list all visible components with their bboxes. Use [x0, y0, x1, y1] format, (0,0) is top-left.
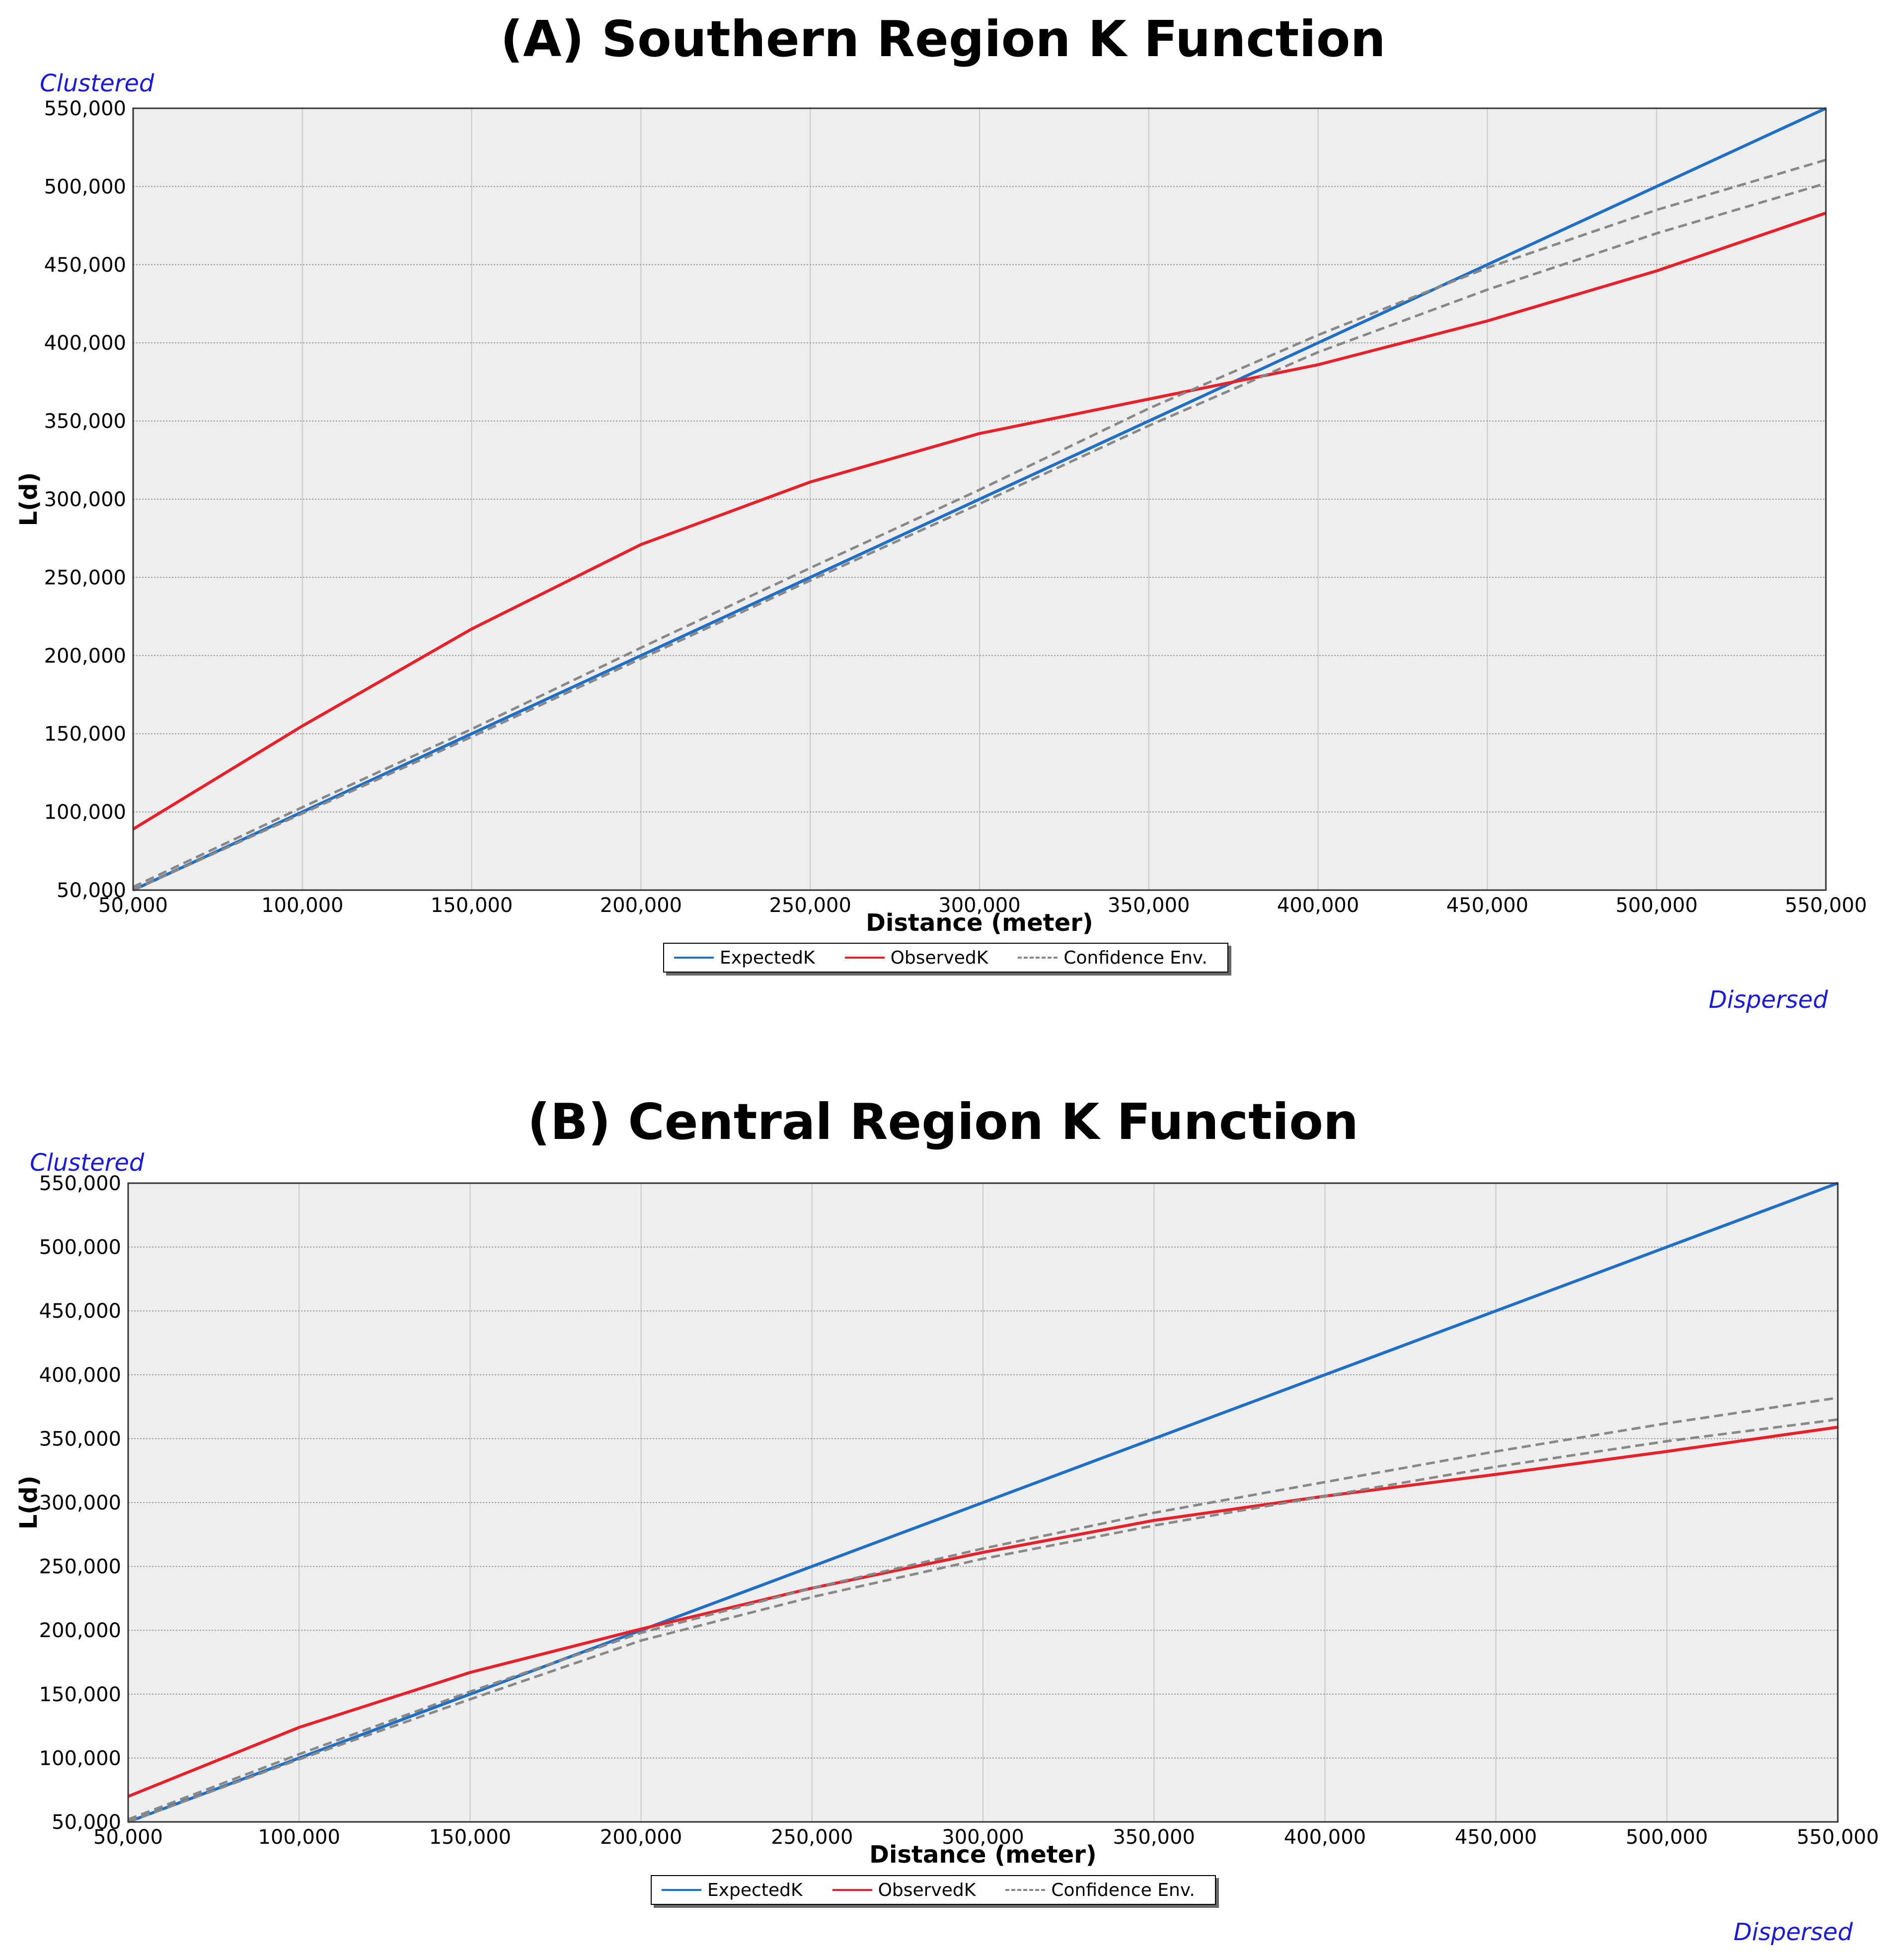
k-function-plot: 50,000 100,000 150,000 200,000 250,000 300,00…	[15, 97, 1867, 937]
legend-item: ExpectedK	[674, 948, 815, 968]
y-tick-label: 450,000	[39, 1300, 121, 1323]
clustered-label: Clustered	[40, 70, 154, 97]
plot-frame	[127, 1182, 1839, 1823]
y-tick-label: 350,000	[44, 410, 126, 433]
y-tick-label: 100,000	[39, 1747, 121, 1770]
legend-swatch	[674, 957, 714, 959]
y-tick-label: 150,000	[39, 1683, 121, 1706]
confidence-env-lower-line	[132, 182, 1826, 892]
legend-item: ObservedK	[832, 1880, 976, 1900]
y-tick-label: 500,000	[44, 175, 126, 198]
x-tick-label: 50,000	[93, 1826, 163, 1849]
legend-label: ObservedK	[890, 947, 988, 968]
x-tick-label: 450,000	[1446, 894, 1528, 917]
x-tick-label: 500,000	[1626, 1826, 1708, 1849]
confidence-env-upper-line	[132, 158, 1826, 888]
x-tick-label: 150,000	[431, 894, 513, 917]
expected-k-line	[132, 107, 1827, 892]
legend-label: Confidence Env.	[1063, 947, 1207, 968]
legend-item: Confidence Env.	[1005, 1880, 1195, 1900]
dispersed-label: Dispersed	[1709, 986, 1828, 1014]
x-tick-label: 400,000	[1277, 894, 1359, 917]
y-tick-label: 250,000	[44, 566, 126, 589]
chart-panel-b: (B) Central Region K Function Clustered …	[0, 1083, 1886, 1957]
plot-frame	[132, 107, 1827, 891]
legend-item: Confidence Env.	[1018, 948, 1207, 968]
x-tick-label: 250,000	[769, 894, 851, 917]
x-axis-label: Distance (meter)	[866, 909, 1093, 937]
y-tick-label: 300,000	[44, 488, 126, 511]
y-tick-label: 200,000	[39, 1619, 121, 1642]
legend-label: ExpectedK	[720, 947, 815, 968]
x-tick-label: 100,000	[258, 1826, 340, 1849]
x-tick-label: 350,000	[1113, 1826, 1195, 1849]
y-tick-label: 500,000	[39, 1236, 121, 1259]
y-axis-label: L(d)	[15, 1476, 43, 1530]
observed-k-line	[127, 1426, 1838, 1798]
chart-title: (A) Southern Region K Function	[500, 10, 1386, 68]
x-tick-label: 400,000	[1284, 1826, 1366, 1849]
legend-item: ExpectedK	[662, 1880, 803, 1900]
dispersed-label: Dispersed	[1734, 1918, 1853, 1946]
legend-item: ObservedK	[844, 947, 988, 968]
x-tick-label: 550,000	[1785, 894, 1867, 917]
clustered-label: Clustered	[30, 1149, 145, 1177]
x-tick-label: 300,000	[942, 1826, 1024, 1849]
y-tick-label: 550,000	[39, 1172, 121, 1195]
observed-k-line	[132, 212, 1826, 830]
legend-label: Confidence Env.	[1051, 1880, 1195, 1900]
x-tick-label: 150,000	[429, 1826, 511, 1849]
legend-swatch	[832, 1889, 872, 1891]
x-tick-label: 200,000	[600, 1826, 682, 1849]
y-tick-label: 350,000	[39, 1428, 121, 1450]
x-axis-label: Distance (meter)	[869, 1841, 1097, 1869]
x-tick-label: 100,000	[261, 894, 343, 917]
y-tick-label: 50,000	[52, 1811, 121, 1834]
x-tick-label: 450,000	[1455, 1826, 1537, 1849]
legend-label: ExpectedK	[707, 1880, 803, 1900]
confidence-env-upper-line	[128, 1396, 1838, 1821]
x-tick-label: 50,000	[98, 894, 168, 917]
x-tick-label: 500,000	[1615, 894, 1697, 917]
y-tick-label: 50,000	[57, 879, 126, 902]
expected-k-line	[127, 1182, 1839, 1823]
x-tick-label: 350,000	[1108, 894, 1190, 917]
legend-swatch	[1005, 1889, 1046, 1891]
x-tick-label: 200,000	[600, 894, 682, 917]
legend-label: ObservedK	[878, 1880, 976, 1900]
chart-title: (B) Central Region K Function	[527, 1093, 1359, 1151]
y-tick-label: 250,000	[39, 1556, 121, 1579]
y-tick-label: 300,000	[39, 1492, 121, 1514]
chart-legend: ExpectedK ObservedK Confidence Env.	[663, 943, 1228, 973]
y-tick-label: 200,000	[44, 645, 126, 668]
legend-swatch	[662, 1889, 701, 1891]
legend-swatch	[1018, 957, 1058, 959]
y-tick-label: 550,000	[44, 97, 126, 120]
x-tick-label: 300,000	[938, 894, 1020, 917]
y-axis-label: L(d)	[15, 472, 43, 527]
y-tick-label: 100,000	[44, 801, 126, 824]
y-tick-label: 450,000	[44, 254, 126, 277]
y-tick-label: 150,000	[44, 723, 126, 746]
chart-legend: ExpectedK ObservedK Confidence Env.	[651, 1875, 1216, 1905]
k-function-plot: 50,000 100,000 150,000 200,000 250,000 300,00…	[15, 1172, 1879, 1869]
x-tick-label: 550,000	[1797, 1826, 1879, 1849]
y-tick-label: 400,000	[39, 1364, 121, 1387]
y-tick-label: 400,000	[44, 332, 126, 355]
x-tick-label: 250,000	[771, 1826, 853, 1849]
legend-swatch	[844, 957, 885, 959]
chart-panel-a: (A) Southern Region K Function Clustered…	[15, 10, 1867, 1014]
confidence-env-lower-line	[128, 1418, 1838, 1823]
